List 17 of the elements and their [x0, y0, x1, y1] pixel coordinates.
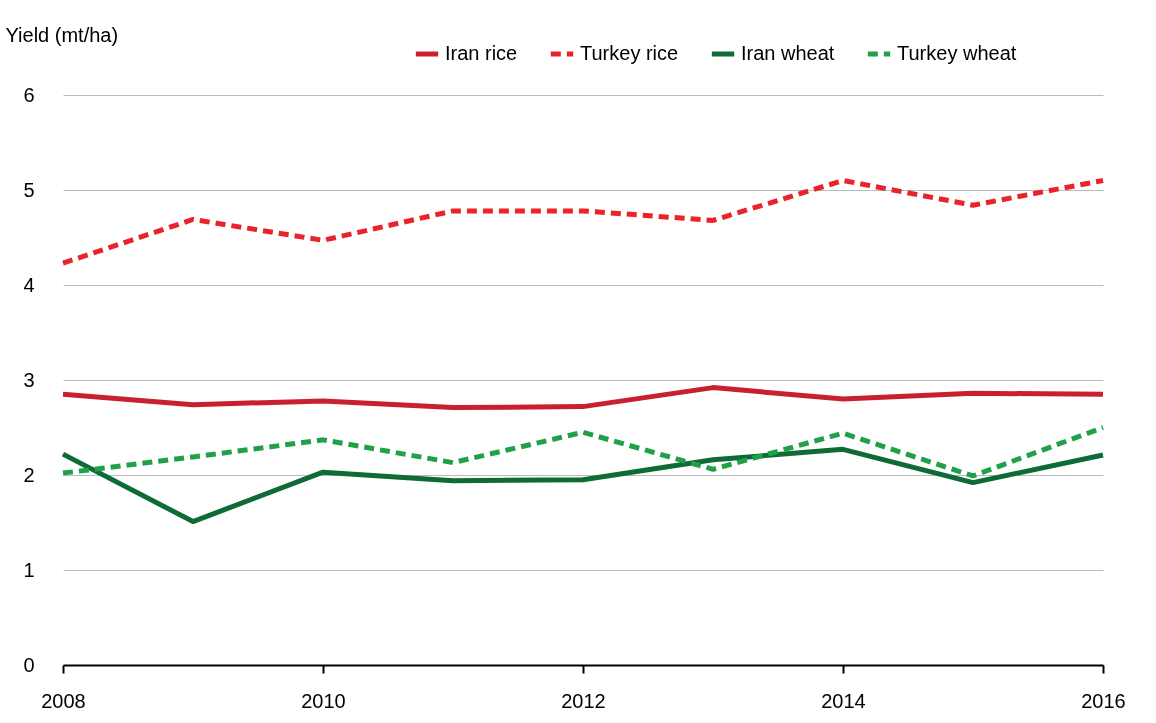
y-tick-label: 0 [23, 653, 35, 676]
legend-label: Turkey wheat [897, 42, 1017, 64]
y-tick-label: 4 [23, 273, 35, 296]
x-tick-label: 2014 [821, 689, 866, 712]
y-tick-label: 6 [23, 83, 35, 106]
y-tick-label: 5 [23, 178, 35, 201]
y-tick-label: 2 [23, 463, 35, 486]
x-tick-label: 2008 [41, 689, 86, 712]
x-tick-label: 2010 [301, 689, 346, 712]
x-tick-label: 2012 [561, 689, 606, 712]
y-axis-title: Yield (mt/ha) [5, 23, 119, 46]
legend-label: Iran rice [445, 42, 518, 64]
legend-label: Turkey rice [580, 42, 679, 64]
y-tick-label: 1 [23, 558, 35, 581]
x-tick-label: 2016 [1081, 689, 1126, 712]
legend-label: Iran wheat [741, 42, 835, 64]
y-tick-label: 3 [23, 368, 35, 391]
